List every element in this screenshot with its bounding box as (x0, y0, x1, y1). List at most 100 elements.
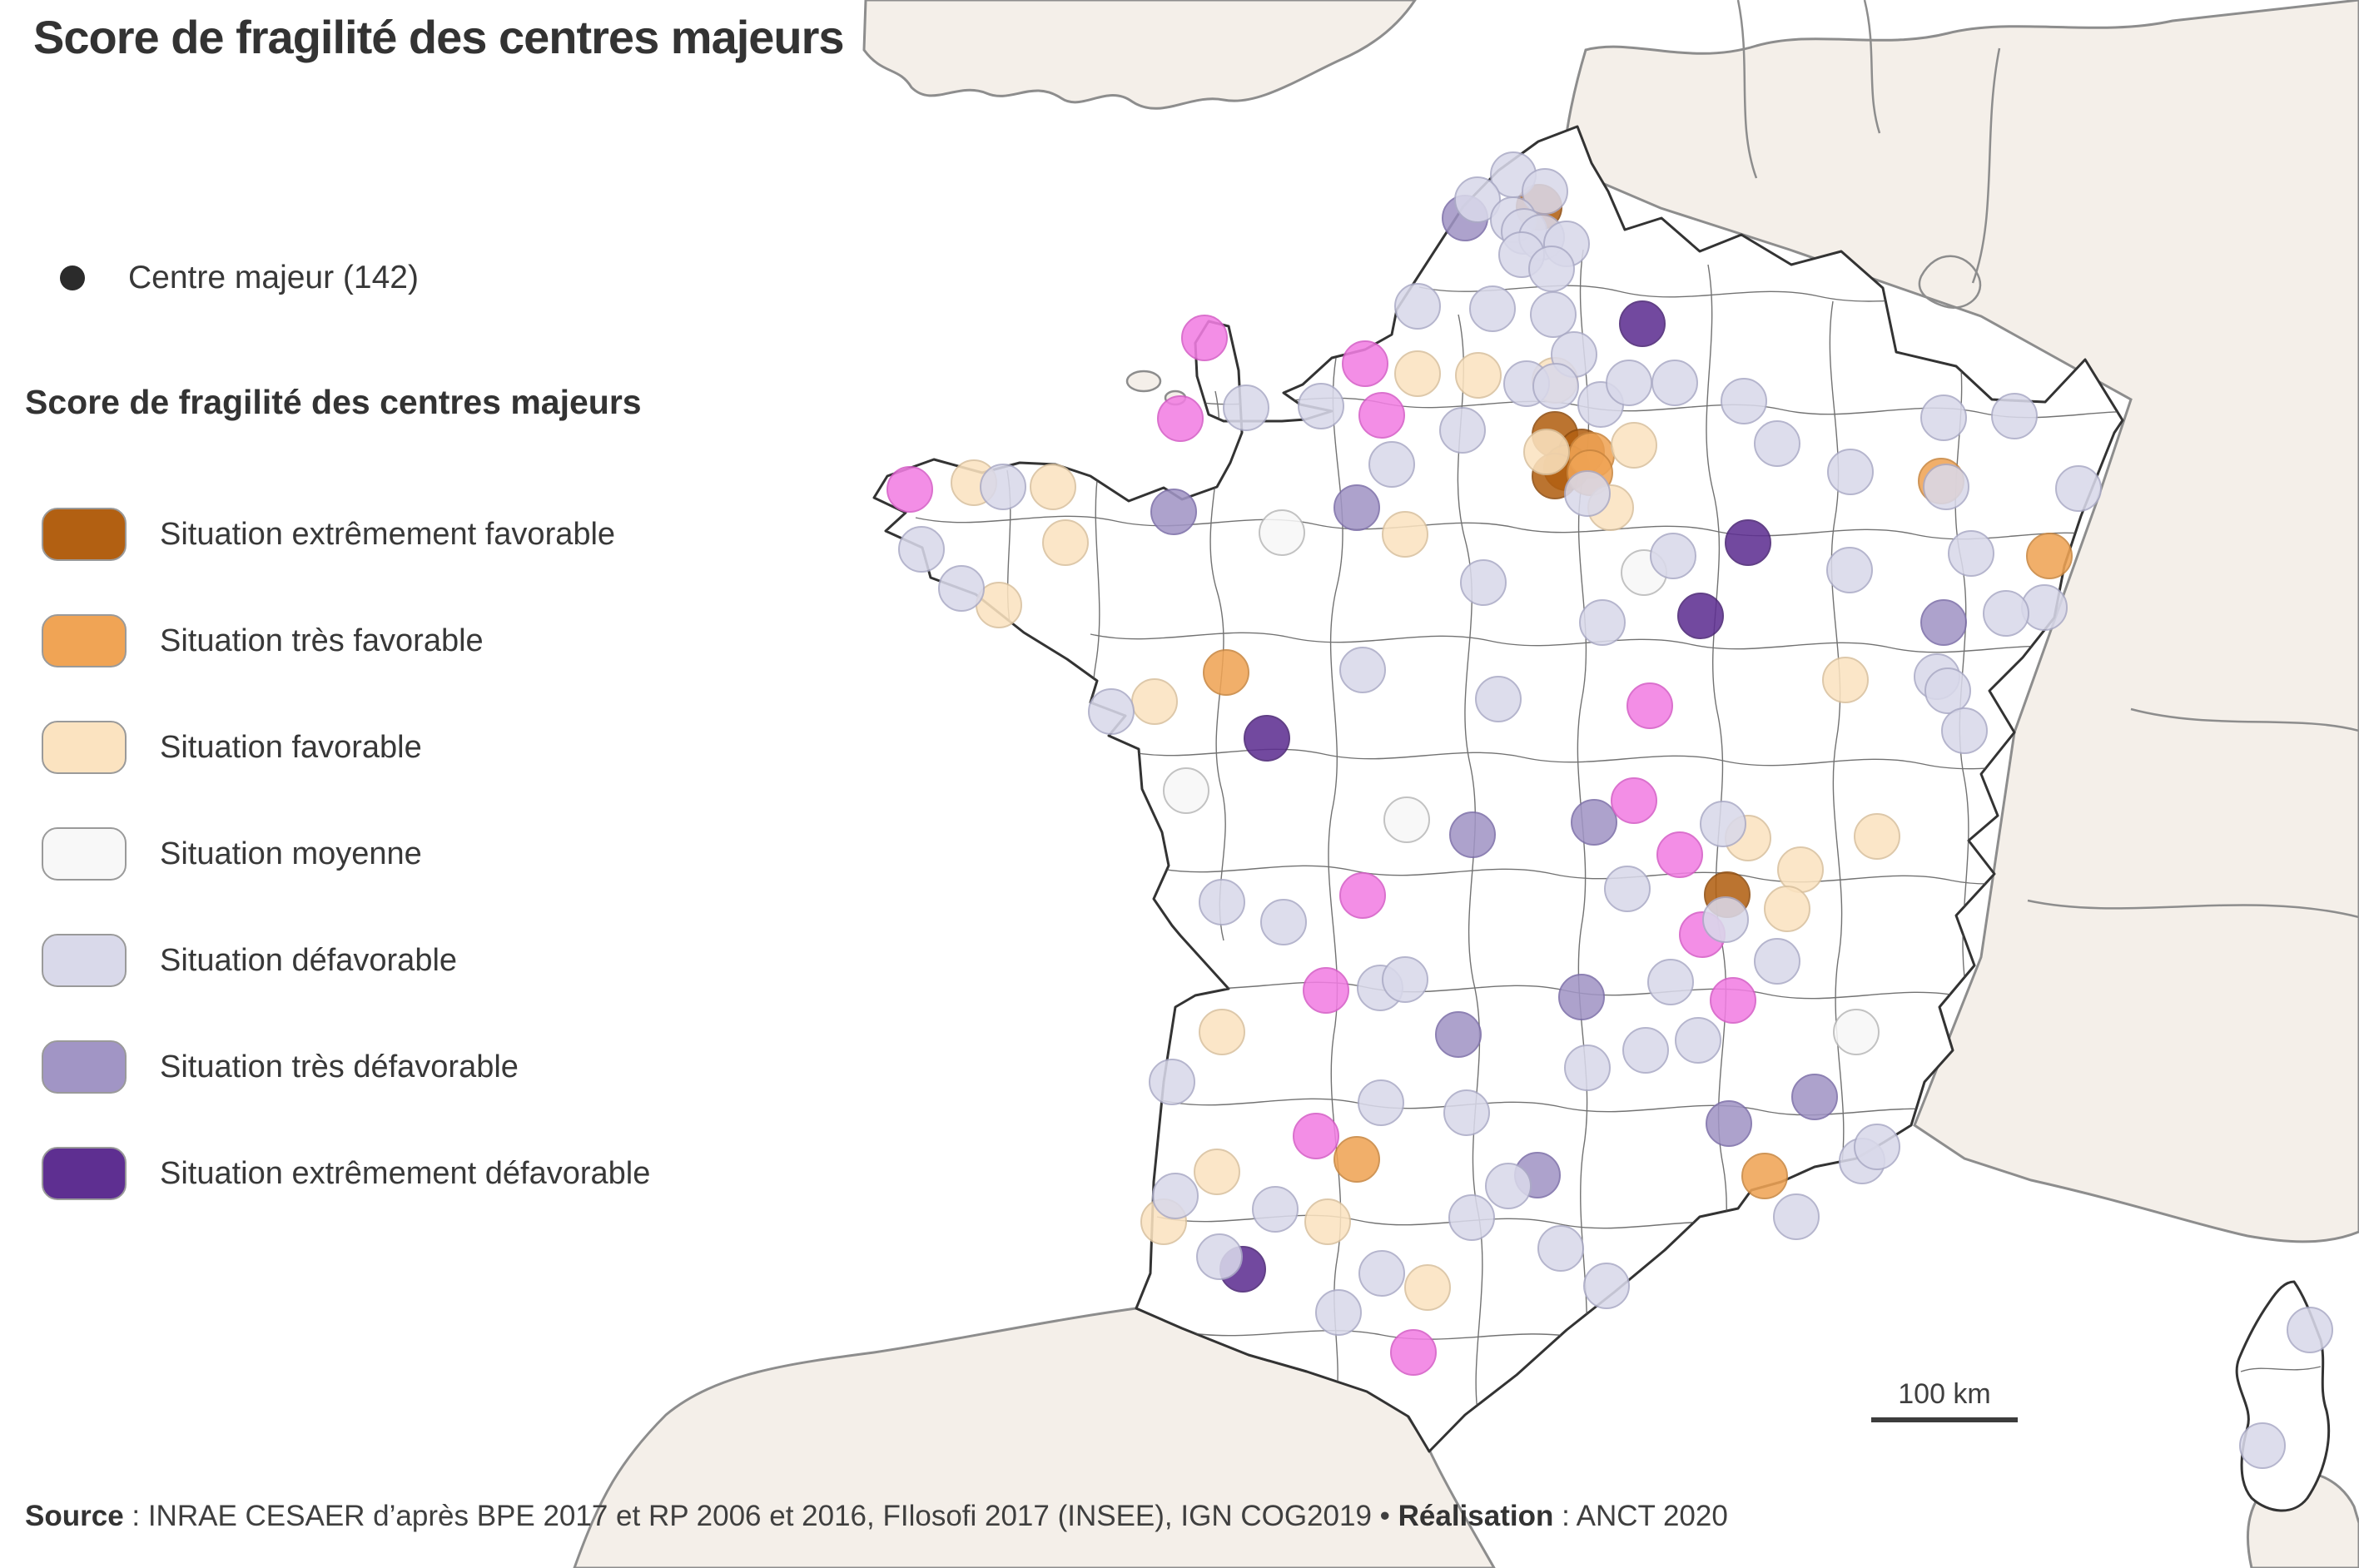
map-dot-d (1579, 599, 1626, 646)
map-dot-pk (1342, 340, 1388, 387)
map-dot-d (1298, 383, 1344, 429)
map-dot-pk (886, 466, 933, 513)
legend-swatch-icon (42, 934, 127, 987)
scalebar-label: 100 km (1898, 1378, 1991, 1410)
map-dot-f (1822, 657, 1869, 703)
map-dot-pk (1339, 872, 1386, 919)
map-dot-d (1530, 291, 1577, 338)
source-text: : INRAE CESAER d’après BPE 2017 et RP 20… (123, 1500, 1398, 1532)
legend-swatch-icon (42, 721, 127, 774)
map-dot-d (1196, 1233, 1243, 1280)
map-dot-d (1941, 707, 1988, 754)
foreign-borders (1736, 0, 2359, 919)
map-dot-d (2287, 1307, 2333, 1353)
map-dot-f (1611, 422, 1657, 469)
map-dot-d (1149, 1059, 1195, 1105)
legend-item-label: Situation extrêmement favorable (160, 516, 616, 552)
map-dot-f (1404, 1264, 1451, 1311)
legend-item-label: Situation très défavorable (160, 1049, 519, 1084)
map-dot-d (1754, 420, 1800, 467)
map-dot-tf (2026, 533, 2073, 579)
map-dot-d (2055, 465, 2102, 512)
map-dot-d (1358, 1079, 1404, 1126)
legend-swatch-icon (42, 1147, 127, 1200)
map-dot-d (1923, 464, 1969, 510)
scalebar: 100 km (1871, 1378, 2018, 1422)
map-dot-pk (1157, 395, 1204, 442)
legend-item-label: Situation moyenne (160, 836, 422, 871)
map-dot-pk (1303, 967, 1349, 1014)
map-dot-d (1675, 1017, 1721, 1064)
map-dot-f (1030, 464, 1076, 510)
map-dot-d (1382, 956, 1428, 1003)
map-dot-d (1469, 285, 1516, 332)
centre-majeur-label: Centre majeur (142) (128, 260, 419, 295)
map-dot-d (2239, 1422, 2286, 1469)
map-dot-tf (1741, 1153, 1788, 1199)
legend-swatch-icon (42, 1040, 127, 1094)
legend-swatch-icon (42, 614, 127, 667)
map-dot-d (1522, 168, 1568, 215)
legend-heading: Score de fragilité des centres majeurs (25, 383, 642, 421)
map-dot-f (1194, 1149, 1240, 1195)
map-dot-m (1163, 767, 1209, 814)
map-dot-d (1199, 879, 1245, 925)
map-dot-f (1455, 352, 1502, 399)
map-dot-pk (1626, 682, 1673, 729)
page-title: Score de fragilité des centres majeurs (33, 11, 845, 63)
legend-item: Situation extrêmement favorable (42, 481, 650, 588)
spain-landmass (573, 1307, 1496, 1568)
map-dot-d (1920, 394, 1967, 441)
map-dot-d (1924, 667, 1971, 714)
map-dot-d (1443, 1089, 1490, 1136)
map-dot-td (1791, 1074, 1838, 1120)
map-dot-pk (1710, 977, 1756, 1024)
map-dot-m (1259, 509, 1305, 556)
map-dot-d (1854, 1124, 1900, 1170)
map-dot-d (1702, 896, 1749, 943)
map-dot-d (938, 565, 985, 612)
map-dot-d (1339, 647, 1386, 693)
map-dot-f (1777, 846, 1824, 893)
map-dot-d (1721, 378, 1767, 424)
map-dot-d (1537, 1225, 1584, 1272)
map-dot-ed (1725, 519, 1771, 566)
map-dot-pk (1358, 392, 1405, 439)
map-dot-td (1435, 1011, 1482, 1058)
map-dot-ed (1677, 593, 1724, 639)
map-dot-d (1223, 385, 1269, 431)
map-dot-m (1383, 796, 1430, 843)
map-dot-d (1650, 533, 1696, 579)
map-dot-f (1854, 813, 1900, 860)
legend-item-label: Situation très favorable (160, 623, 484, 658)
map-dot-f (1304, 1198, 1351, 1245)
map-dot-d (1700, 801, 1746, 847)
map-dot-d (1651, 360, 1698, 406)
corsica-department-border (2240, 1366, 2322, 1372)
map-dot-f (1382, 511, 1428, 558)
map-dot-f (1394, 350, 1441, 397)
map-dot-ed (1619, 300, 1666, 347)
legend-item: Situation moyenne (42, 801, 650, 907)
map-dot-f (1199, 1009, 1245, 1055)
realisation-label: Réalisation (1398, 1500, 1554, 1532)
map-dot-f (1042, 519, 1089, 566)
map-dot-tf (1203, 649, 1249, 696)
map-dot-d (1368, 441, 1415, 488)
map-dot-f (1764, 886, 1810, 932)
channel-island (1125, 370, 1162, 393)
map-dot-pk (1293, 1113, 1339, 1159)
legend-swatch-icon (42, 508, 127, 561)
map-dot-d (1991, 393, 2038, 439)
map-dot-d (1826, 547, 1873, 593)
map-dot-f (1523, 429, 1570, 475)
source-line: Source : INRAE CESAER d’après BPE 2017 e… (25, 1500, 1728, 1533)
map-dot-d (1983, 590, 2029, 637)
legend-centre-majeur: Centre majeur (142) (60, 260, 419, 296)
realisation-text: : ANCT 2020 (1553, 1500, 1728, 1532)
map-dot-d (1460, 559, 1507, 606)
map-dot-d (1439, 407, 1486, 454)
map-dot-d (1583, 1263, 1630, 1309)
map-dot-d (1532, 363, 1579, 409)
map-dot-d (1358, 1250, 1405, 1297)
